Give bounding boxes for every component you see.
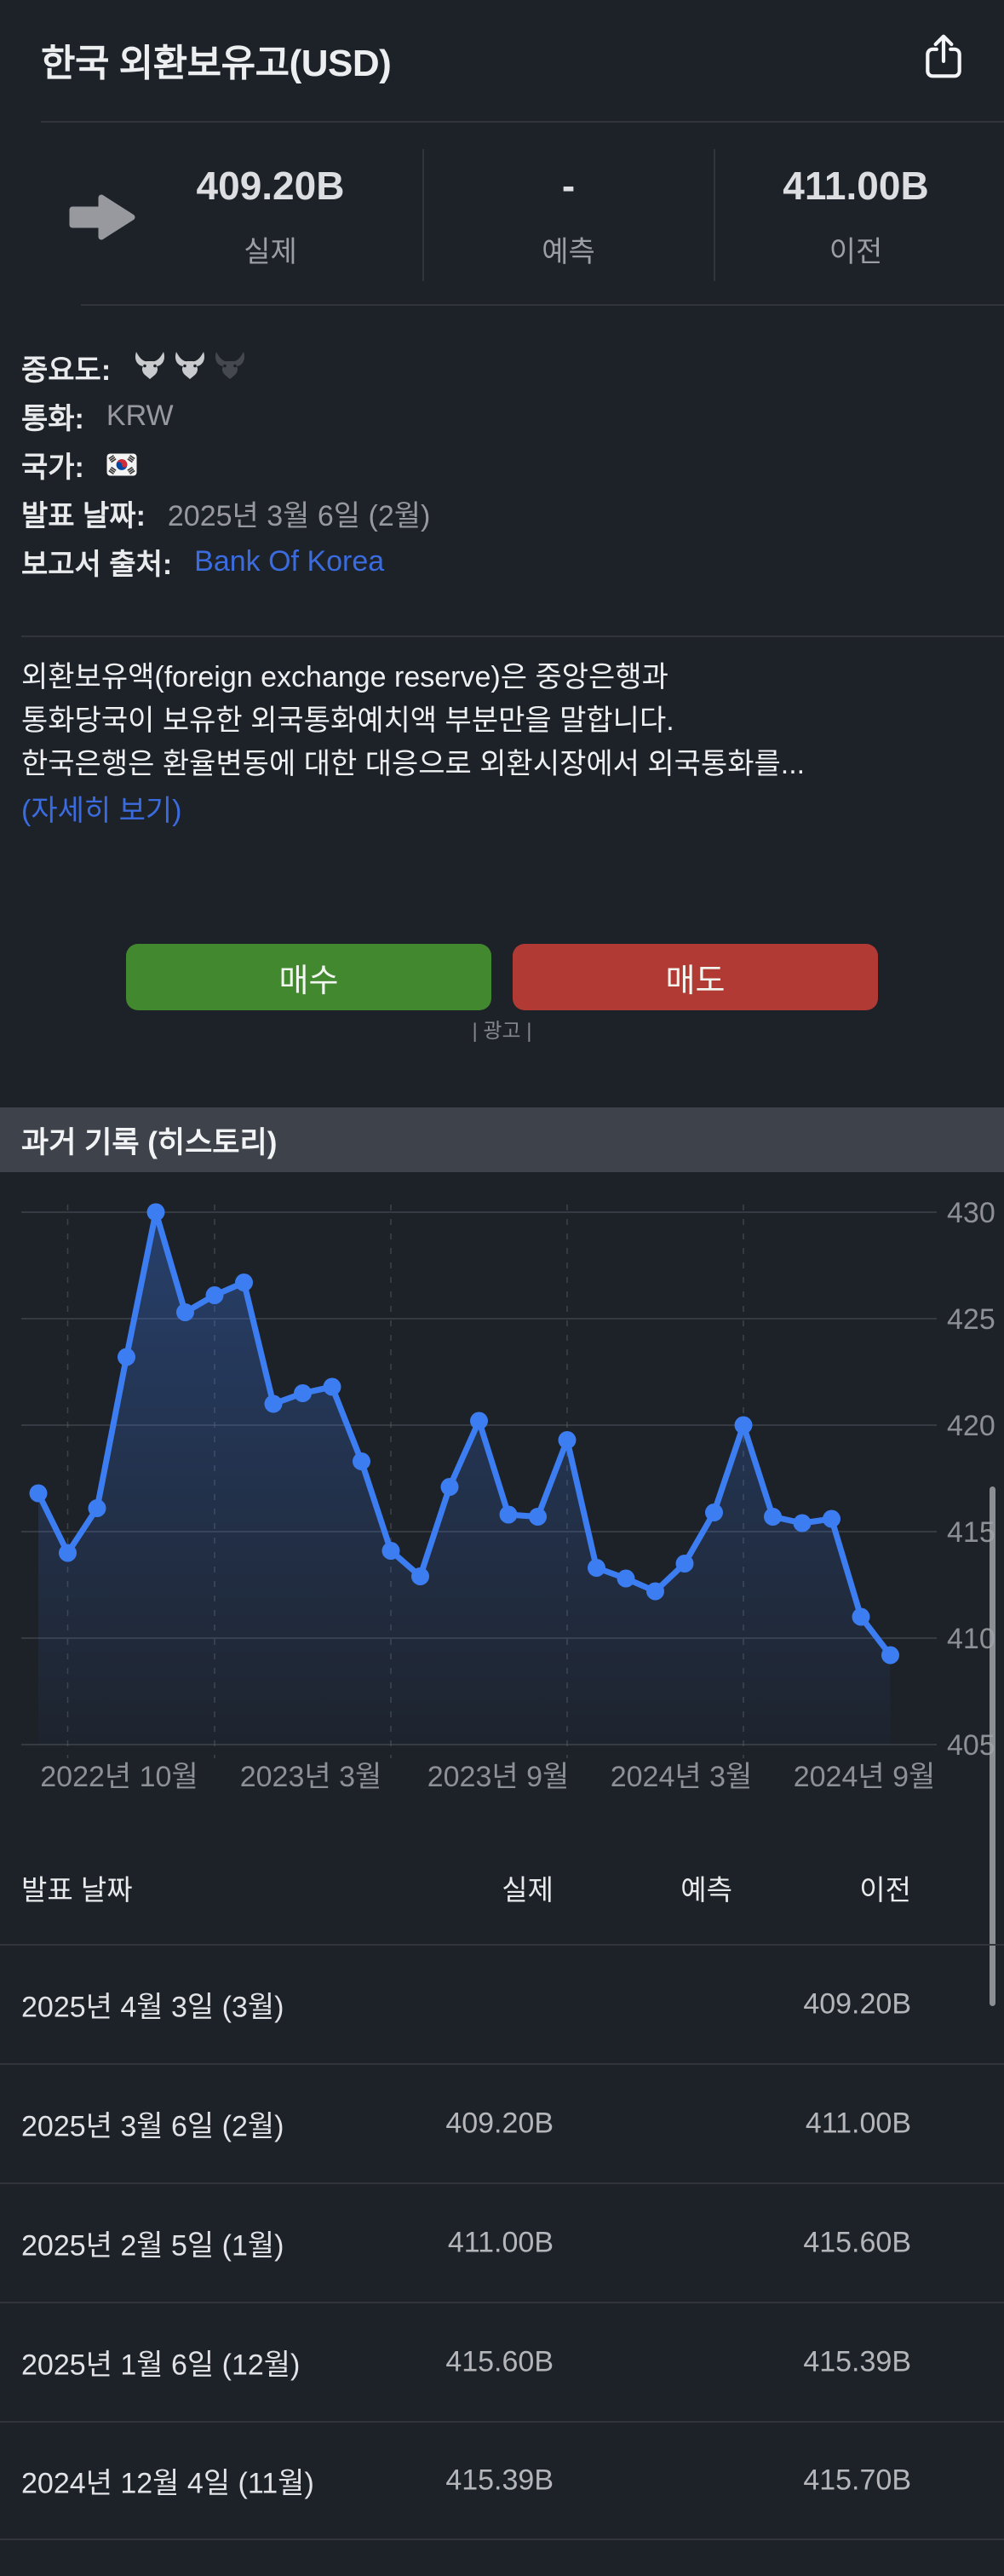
header-forecast: 예측 bbox=[680, 1874, 732, 1906]
buy-button[interactable]: 매수 bbox=[126, 944, 491, 1010]
release-date-label: 발표 날짜: bbox=[21, 500, 146, 532]
importance-row: 중요도: bbox=[21, 343, 975, 392]
table-header: 발표 날짜 실제 예측 이전 bbox=[0, 1831, 1004, 1944]
header-previous: 이전 bbox=[859, 1874, 911, 1906]
table-row[interactable]: 2025년 2월 5일 (1월) 411.00B 415.60B bbox=[0, 2182, 1004, 2302]
country-row: 국가: bbox=[21, 440, 975, 489]
row-actual: 415.60B bbox=[445, 2345, 554, 2378]
importance-label: 중요도: bbox=[21, 354, 112, 387]
share-button[interactable] bbox=[921, 32, 966, 80]
divider bbox=[21, 635, 1004, 637]
row-previous: 411.00B bbox=[805, 2107, 911, 2140]
source-label: 보고서 출처: bbox=[21, 549, 173, 581]
previous-value: 411.00B bbox=[783, 164, 929, 208]
importance-rating bbox=[133, 351, 247, 384]
stat-forecast: - 예측 bbox=[426, 164, 711, 270]
row-previous: 415.39B bbox=[803, 2345, 911, 2378]
row-date: 2025년 4월 3일 (3월) bbox=[21, 1991, 284, 2024]
header-date: 발표 날짜 bbox=[21, 1874, 133, 1906]
previous-label: 이전 bbox=[829, 236, 883, 268]
svg-text:425: 425 bbox=[947, 1303, 995, 1336]
svg-text:2023년 9월: 2023년 9월 bbox=[427, 1761, 570, 1793]
divider bbox=[422, 149, 424, 281]
svg-text:2023년 3월: 2023년 3월 bbox=[240, 1761, 382, 1793]
currency-value: KRW bbox=[106, 400, 174, 432]
forecast-label: 예측 bbox=[542, 236, 595, 268]
stat-actual: 409.20B 실제 bbox=[136, 164, 404, 270]
history-chart[interactable]: 430 425 420 415 410 405 2022년 10월 2023년 3월 2023년… bbox=[0, 1172, 1004, 1807]
release-date-row: 발표 날짜: 2025년 3월 6일 (2월) bbox=[21, 489, 975, 538]
svg-text:2024년 9월: 2024년 9월 bbox=[794, 1761, 936, 1793]
currency-row: 통화: KRW bbox=[21, 392, 975, 440]
release-date-value: 2025년 3월 6일 (2월) bbox=[167, 500, 431, 532]
description-line: 한국은행은 환율변동에 대한 대응으로 외환시장에서 외국통화를... bbox=[21, 748, 806, 780]
share-icon bbox=[926, 34, 961, 78]
history-section-header: 과거 기록 (히스토리) bbox=[0, 1107, 1004, 1172]
table-row[interactable]: 2025년 3월 6일 (2월) 409.20B 411.00B bbox=[0, 2063, 1004, 2182]
row-actual: 411.00B bbox=[447, 2226, 554, 2259]
table-row[interactable]: 2025년 1월 6일 (12월) 415.60B 415.39B bbox=[0, 2302, 1004, 2421]
history-table: 발표 날짜 실제 예측 이전 2025년 4월 3일 (3월) 409.20B … bbox=[0, 1831, 1004, 2540]
row-date: 2025년 1월 6일 (12월) bbox=[21, 2349, 301, 2382]
svg-text:2022년 10월: 2022년 10월 bbox=[40, 1761, 198, 1793]
line-chart: 430 425 420 415 410 405 2022년 10월 2023년 3월 2023년… bbox=[21, 1197, 995, 1793]
divider bbox=[81, 304, 1004, 306]
svg-text:405: 405 bbox=[947, 1729, 995, 1762]
actual-value: 409.20B bbox=[196, 164, 345, 208]
svg-text:2024년 3월: 2024년 3월 bbox=[611, 1761, 753, 1793]
south-korea-flag-icon bbox=[106, 453, 137, 476]
page-title: 한국 외환보유고(USD) bbox=[41, 43, 392, 84]
description-line: 외환보유액(foreign exchange reserve)은 중앙은행과 bbox=[21, 661, 668, 693]
svg-text:415: 415 bbox=[947, 1516, 995, 1549]
description-line: 통화당국이 보유한 외국통화예치액 부분만을 말합니다. bbox=[21, 704, 674, 737]
indicator-description: 외환보유액(foreign exchange reserve)은 중앙은행과 통… bbox=[21, 656, 992, 786]
details-list: 중요도: 통화: KRW 국가: bbox=[21, 343, 975, 586]
row-date: 2024년 12월 4일 (11월) bbox=[21, 2467, 314, 2500]
importance-bull-icon bbox=[133, 351, 167, 384]
source-link[interactable]: Bank Of Korea bbox=[194, 545, 385, 578]
importance-bull-icon-inactive bbox=[213, 351, 247, 384]
row-actual: 415.39B bbox=[445, 2464, 554, 2497]
importance-bull-icon bbox=[173, 351, 207, 384]
header-actual: 실제 bbox=[502, 1874, 554, 1906]
stats-row: 409.20B 실제 - 예측 411.00B 이전 bbox=[0, 149, 1004, 285]
table-row[interactable]: 2024년 12월 4일 (11월) 415.39B 415.70B bbox=[0, 2421, 1004, 2540]
history-section-title: 과거 기록 (히스토리) bbox=[21, 1125, 278, 1159]
table-row[interactable]: 2025년 4월 3일 (3월) 409.20B bbox=[0, 1944, 1004, 2063]
svg-text:430: 430 bbox=[947, 1197, 995, 1229]
row-actual: 409.20B bbox=[445, 2107, 554, 2140]
source-row: 보고서 출처: Bank Of Korea bbox=[21, 538, 975, 586]
country-label: 국가: bbox=[21, 451, 84, 484]
stat-previous: 411.00B 이전 bbox=[715, 164, 996, 270]
divider bbox=[41, 121, 1004, 123]
row-date: 2025년 3월 6일 (2월) bbox=[21, 2110, 284, 2143]
see-more-link[interactable]: (자세히 보기) bbox=[21, 795, 182, 827]
steady-trend-arrow-icon bbox=[69, 194, 135, 240]
row-date: 2025년 2월 5일 (1월) bbox=[21, 2229, 284, 2263]
ad-label: | 광고 | bbox=[472, 1020, 532, 1043]
row-previous: 415.70B bbox=[803, 2464, 911, 2497]
forecast-value: - bbox=[561, 164, 576, 208]
svg-text:420: 420 bbox=[947, 1410, 995, 1442]
scrollbar-thumb[interactable] bbox=[990, 1486, 995, 2006]
row-previous: 415.60B bbox=[803, 2226, 911, 2259]
actual-label: 실제 bbox=[244, 236, 297, 268]
currency-label: 통화: bbox=[21, 403, 84, 435]
svg-text:410: 410 bbox=[947, 1623, 995, 1655]
row-previous: 409.20B bbox=[803, 1987, 911, 2021]
sell-button[interactable]: 매도 bbox=[513, 944, 878, 1010]
divider bbox=[714, 149, 715, 281]
